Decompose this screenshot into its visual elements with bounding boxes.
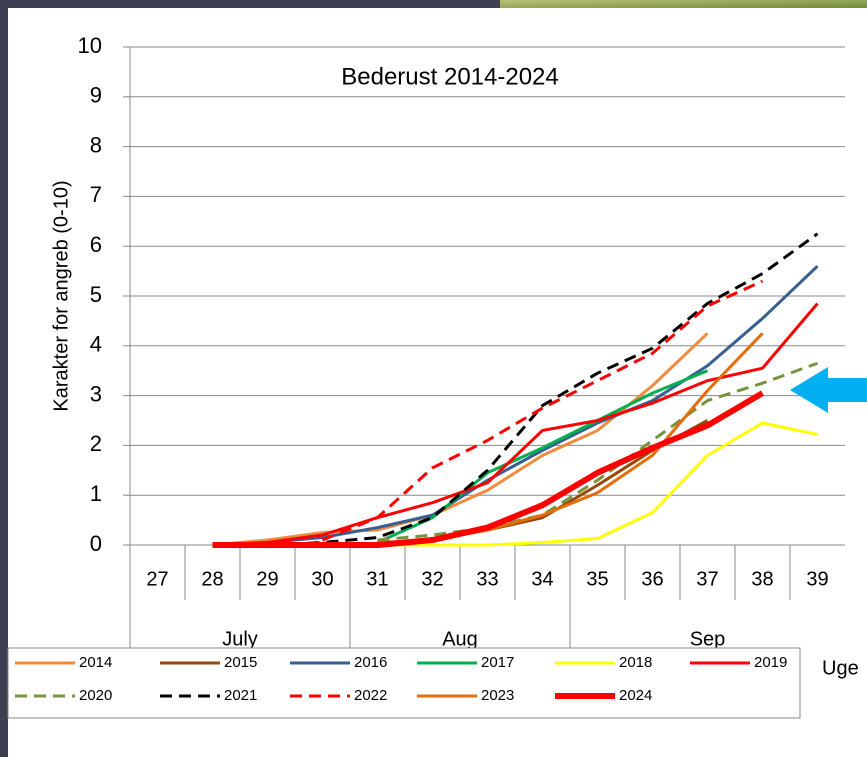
x-tick-label: 31: [366, 568, 388, 590]
y-tick-label: 1: [90, 481, 102, 506]
x-tick-label: 27: [146, 568, 168, 590]
legend-label: 2021: [224, 687, 257, 704]
legend-label: 2014: [79, 654, 112, 671]
y-axis-label: Karakter for angreb (0-10): [50, 180, 72, 411]
month-label: Aug: [442, 628, 478, 650]
page: {"chart_data": {"type": "line", "title":…: [0, 0, 867, 757]
legend-label: 2023: [481, 687, 514, 704]
x-tick-label: 38: [751, 568, 773, 590]
month-label: Sep: [690, 628, 726, 650]
legend-label: 2020: [79, 687, 112, 704]
y-tick-label: 10: [78, 33, 102, 58]
y-tick-label: 9: [90, 83, 102, 108]
x-tick-label: 29: [256, 568, 278, 590]
chart: 01234567891027282930313233343536373839Ju…: [0, 0, 867, 757]
x-tick-label: 32: [421, 568, 443, 590]
chart-title: Bederust 2014-2024: [341, 63, 559, 90]
x-tick-label: 33: [476, 568, 498, 590]
legend-label: 2024: [619, 687, 652, 704]
month-label: July: [222, 628, 258, 650]
x-tick-label: 36: [641, 568, 663, 590]
y-tick-label: 6: [90, 232, 102, 257]
x-tick-label: 28: [201, 568, 223, 590]
x-tick-label: 34: [531, 568, 553, 590]
y-tick-label: 4: [90, 332, 102, 357]
legend-label: 2016: [354, 654, 387, 671]
x-tick-label: 35: [586, 568, 608, 590]
y-tick-label: 3: [90, 381, 102, 406]
x-tick-label: 37: [696, 568, 718, 590]
y-tick-label: 8: [90, 132, 102, 157]
y-tick-label: 5: [90, 282, 102, 307]
legend-label: 2022: [354, 687, 387, 704]
y-tick-label: 0: [90, 531, 102, 556]
frame-left: [0, 0, 8, 757]
y-tick-label: 7: [90, 182, 102, 207]
y-tick-label: 2: [90, 431, 102, 456]
legend-label: 2015: [224, 654, 257, 671]
legend-label: 2017: [481, 654, 514, 671]
x-tick-label: 30: [311, 568, 333, 590]
legend: [8, 648, 800, 718]
x-tick-label: 39: [806, 568, 828, 590]
legend-label: 2019: [754, 654, 787, 671]
photo-edge: [500, 0, 867, 8]
x-axis-label: Uge: [822, 657, 859, 679]
legend-label: 2018: [619, 654, 652, 671]
